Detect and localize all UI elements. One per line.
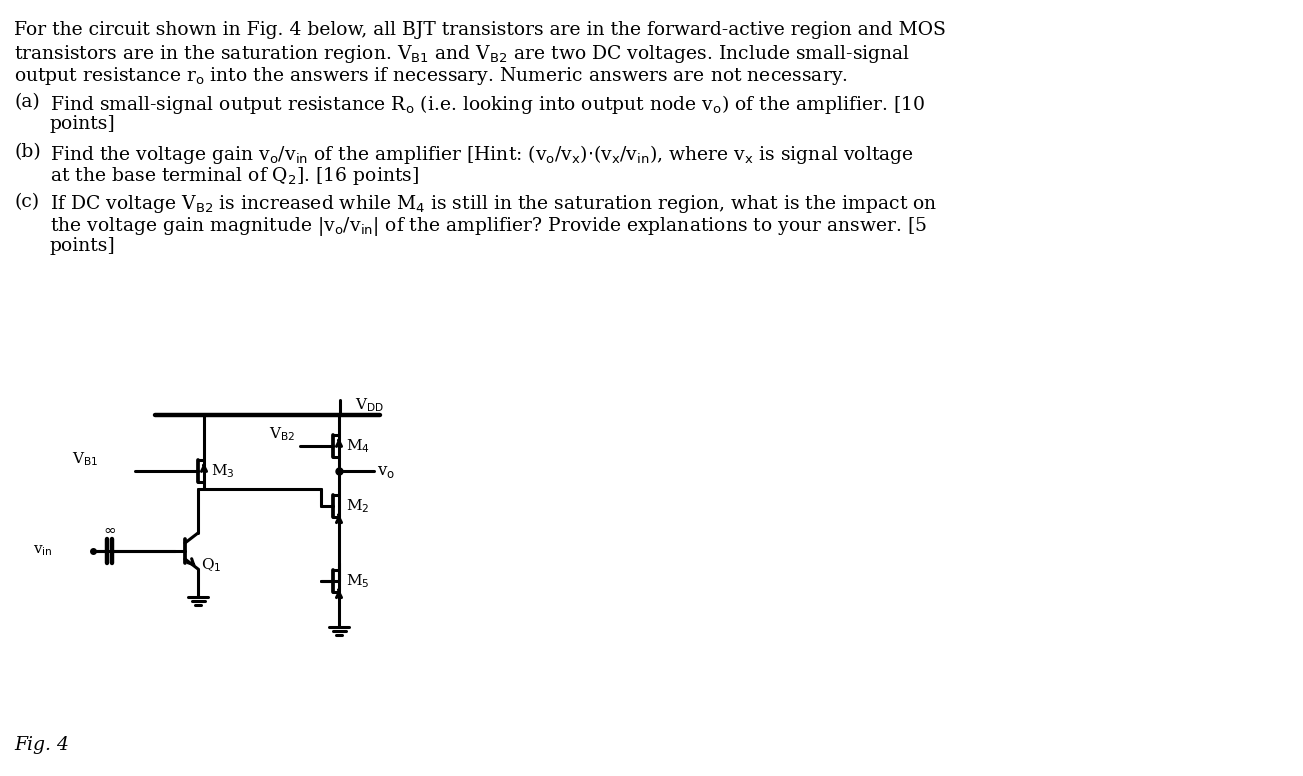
Text: M$_4$: M$_4$: [345, 437, 370, 455]
Text: M$_2$: M$_2$: [345, 497, 369, 514]
Text: transistors are in the saturation region. V$_{\rm B1}$ and V$_{\rm B2}$ are two : transistors are in the saturation region…: [14, 43, 911, 65]
Text: If DC voltage V$_{\rm B2}$ is increased while M$_4$ is still in the saturation r: If DC voltage V$_{\rm B2}$ is increased …: [50, 193, 937, 215]
Text: M$_3$: M$_3$: [211, 462, 235, 480]
Text: Find small-signal output resistance R$_{\rm o}$ (i.e. looking into output node v: Find small-signal output resistance R$_{…: [50, 93, 925, 116]
Text: (a): (a): [14, 93, 40, 111]
Text: the voltage gain magnitude |v$_{\rm o}$/v$_{\rm in}$| of the amplifier? Provide : the voltage gain magnitude |v$_{\rm o}$/…: [50, 215, 928, 238]
Text: Q$_1$: Q$_1$: [201, 556, 222, 573]
Text: M$_5$: M$_5$: [345, 572, 369, 590]
Text: v$_{\rm o}$: v$_{\rm o}$: [377, 462, 395, 480]
Text: V$_{\rm B1}$: V$_{\rm B1}$: [72, 450, 98, 468]
Text: output resistance r$_{\rm o}$ into the answers if necessary. Numeric answers are: output resistance r$_{\rm o}$ into the a…: [14, 65, 848, 87]
Text: at the base terminal of Q$_2$]. [16 points]: at the base terminal of Q$_2$]. [16 poin…: [50, 165, 420, 187]
Text: $\infty$: $\infty$: [103, 522, 116, 537]
Text: v$_{\rm in}$: v$_{\rm in}$: [34, 544, 53, 559]
Text: For the circuit shown in Fig. 4 below, all BJT transistors are in the forward-ac: For the circuit shown in Fig. 4 below, a…: [14, 21, 946, 39]
Text: (c): (c): [14, 193, 39, 211]
Text: points]: points]: [50, 115, 116, 133]
Text: V$_{\rm B2}$: V$_{\rm B2}$: [268, 425, 294, 443]
Text: points]: points]: [50, 237, 116, 255]
Text: Find the voltage gain v$_{\rm o}$/v$_{\rm in}$ of the amplifier [Hint: (v$_{\rm : Find the voltage gain v$_{\rm o}$/v$_{\r…: [50, 143, 913, 166]
Text: V$_{\rm DD}$: V$_{\rm DD}$: [354, 397, 384, 414]
Text: (b): (b): [14, 143, 40, 161]
Text: Fig. 4: Fig. 4: [14, 736, 69, 754]
